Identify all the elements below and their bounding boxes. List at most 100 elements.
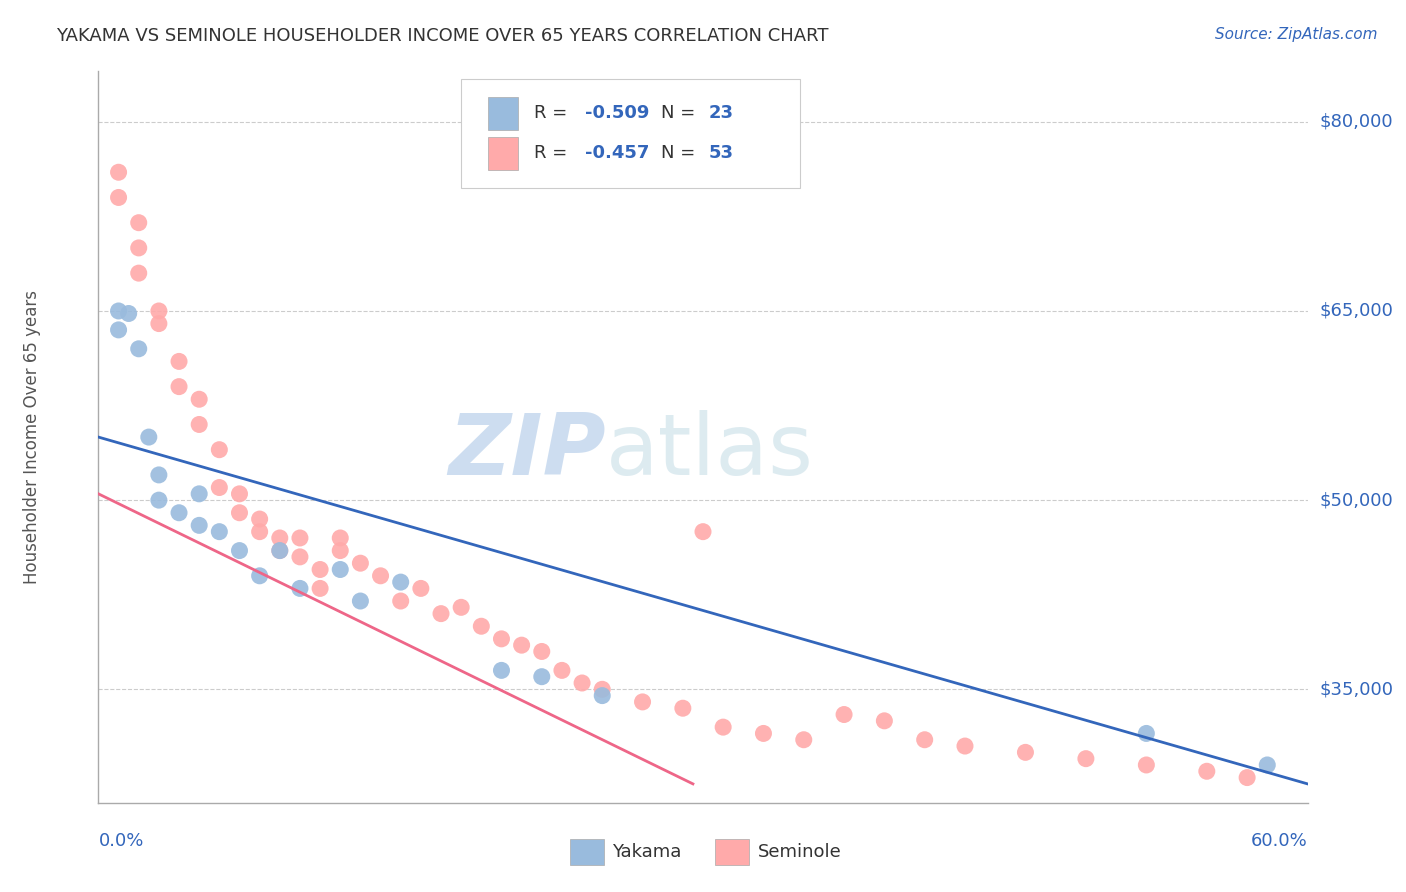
Text: N =: N = [661,145,700,162]
FancyBboxPatch shape [569,839,603,865]
Point [530,644,553,658]
Text: atlas: atlas [606,410,814,493]
Point [208,524,231,539]
Point [491,632,513,646]
Point [107,190,129,204]
Point [1135,758,1157,772]
Point [208,481,231,495]
Point [953,739,976,753]
FancyBboxPatch shape [461,78,800,188]
Point [672,701,695,715]
Point [329,562,352,576]
Point [249,512,271,526]
Point [491,664,513,678]
Text: $65,000: $65,000 [1320,302,1393,320]
Text: R =: R = [534,145,572,162]
Point [631,695,654,709]
Point [188,487,211,501]
Point [793,732,815,747]
Point [269,531,291,545]
Point [470,619,492,633]
Point [349,556,371,570]
Point [752,726,775,740]
Point [228,487,250,501]
Text: R =: R = [534,104,572,122]
FancyBboxPatch shape [488,97,517,130]
Point [389,575,412,590]
Point [591,689,613,703]
Point [228,506,250,520]
FancyBboxPatch shape [716,839,749,865]
Point [128,266,150,280]
Text: $80,000: $80,000 [1320,112,1393,131]
Point [1195,764,1218,779]
Point [167,379,190,393]
Point [1256,758,1278,772]
Point [288,549,311,564]
Point [138,430,160,444]
Point [711,720,734,734]
Point [430,607,453,621]
Text: Householder Income Over 65 years: Householder Income Over 65 years [22,290,41,584]
Point [370,569,392,583]
Point [249,524,271,539]
Point [167,354,190,368]
Point [188,518,211,533]
Point [288,582,311,596]
Point [409,582,432,596]
Point [269,543,291,558]
Text: N =: N = [661,104,700,122]
Text: 23: 23 [709,104,734,122]
Text: Seminole: Seminole [758,843,841,861]
Point [167,506,190,520]
Point [914,732,936,747]
Text: Source: ZipAtlas.com: Source: ZipAtlas.com [1215,27,1378,42]
Point [873,714,896,728]
Text: YAKAMA VS SEMINOLE HOUSEHOLDER INCOME OVER 65 YEARS CORRELATION CHART: YAKAMA VS SEMINOLE HOUSEHOLDER INCOME OV… [56,27,828,45]
Point [269,543,291,558]
Point [107,323,129,337]
Point [188,392,211,407]
Text: 53: 53 [709,145,734,162]
Text: ZIP: ZIP [449,410,606,493]
Point [309,582,332,596]
Point [148,493,170,508]
Point [1135,726,1157,740]
Point [148,317,170,331]
Point [128,241,150,255]
Point [1236,771,1258,785]
Point [208,442,231,457]
Point [530,670,553,684]
Point [118,306,141,320]
Point [148,304,170,318]
Point [288,531,311,545]
Point [188,417,211,432]
Point [107,165,129,179]
Point [107,304,129,318]
Point [148,467,170,482]
Text: $35,000: $35,000 [1320,681,1393,698]
Point [329,531,352,545]
Text: $50,000: $50,000 [1320,491,1393,509]
Text: -0.509: -0.509 [585,104,650,122]
Text: 60.0%: 60.0% [1251,832,1308,850]
Point [309,562,332,576]
Point [551,664,574,678]
Point [832,707,855,722]
Point [1014,745,1036,759]
Text: Yakama: Yakama [612,843,682,861]
Point [1074,752,1097,766]
Point [249,569,271,583]
Text: 0.0%: 0.0% [98,832,143,850]
Point [128,342,150,356]
Point [571,676,593,690]
Point [692,524,714,539]
Point [228,543,250,558]
Point [329,543,352,558]
Text: -0.457: -0.457 [585,145,650,162]
Point [510,638,533,652]
Point [389,594,412,608]
Point [128,216,150,230]
FancyBboxPatch shape [488,137,517,170]
Point [450,600,472,615]
